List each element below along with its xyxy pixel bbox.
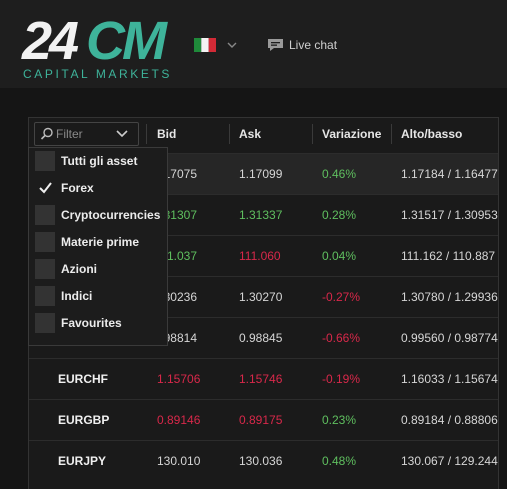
- quote-row[interactable]: EURCHF 1.15706 1.15746 -0.19% 1.16033 / 1.15…: [29, 358, 498, 400]
- range-cell: 130.067 / 129.244: [401, 454, 498, 468]
- change-cell: 0.46%: [322, 167, 357, 181]
- logo-letters[interactable]: CM: [86, 11, 167, 71]
- quote-row[interactable]: EURGBP 0.89146 0.89175 0.23% 0.89184 / 0.888…: [29, 399, 498, 441]
- header: 24 CM CAPITAL MARKETS Live chat: [0, 0, 507, 88]
- quote-row[interactable]: 98814 0.98845 -0.66% 0.99560 / 0.98774: [29, 317, 498, 359]
- search-icon: [40, 127, 53, 140]
- column-separator: [391, 124, 392, 144]
- live-chat[interactable]: Live chat: [289, 38, 338, 52]
- checkbox[interactable]: [35, 178, 55, 198]
- range-cell: 111.162 / 110.887: [401, 249, 496, 263]
- language-selector[interactable]: [194, 38, 238, 53]
- checkbox[interactable]: [35, 259, 55, 279]
- ask-cell: 1.30270: [239, 290, 283, 304]
- filter-option[interactable]: Materie prime: [61, 235, 140, 249]
- checkbox[interactable]: [35, 313, 55, 333]
- quote-row[interactable]: EURJPY 130.010 130.036 0.48% 130.067 / 129.2…: [29, 440, 498, 482]
- range-cell: 0.89184 / 0.88806: [401, 413, 498, 427]
- column-header[interactable]: Alto/basso: [401, 127, 463, 141]
- checkbox[interactable]: [35, 205, 55, 225]
- change-cell: 0.04%: [322, 249, 357, 263]
- change-cell: 0.28%: [322, 208, 357, 222]
- symbol: EURCHF: [58, 372, 108, 386]
- ask-cell: 1.31337: [239, 208, 283, 222]
- check-mark: [39, 182, 52, 194]
- ask-cell: 130.036: [239, 454, 283, 468]
- bid-cell: 17075: [163, 167, 197, 181]
- logo-tagline: CAPITAL MARKETS: [23, 67, 173, 81]
- ask-cell: 111.060: [239, 249, 281, 263]
- bid-cell: 0.89146: [157, 413, 201, 427]
- range-cell: 1.31517 / 1.30953: [401, 208, 498, 222]
- filter-placeholder: Filter: [56, 127, 83, 141]
- filter-dropdown: Tutti gli asset Forex Cryptocurrencies Mate…: [28, 147, 168, 346]
- ask-cell: 0.98845: [239, 331, 283, 345]
- filter-option[interactable]: Indici: [61, 289, 93, 303]
- range-cell: 0.99560 / 0.98774: [401, 331, 498, 345]
- filter-option[interactable]: Tutti gli asset: [61, 154, 138, 168]
- filter-option[interactable]: Cryptocurrencies: [61, 208, 161, 222]
- range-cell: 1.30780 / 1.29936: [401, 290, 498, 304]
- quote-row[interactable]: 1.037 111.060 0.04% 111.162 / 110.887: [29, 235, 498, 277]
- column-separator: [146, 124, 147, 144]
- filter-option[interactable]: Azioni: [61, 262, 97, 276]
- bid-cell: 1.15706: [157, 372, 201, 386]
- ask-cell: 1.15746: [239, 372, 283, 386]
- change-cell: 0.23%: [322, 413, 357, 427]
- column-header[interactable]: Ask: [239, 127, 262, 141]
- change-cell: -0.66%: [322, 331, 361, 345]
- filter-chevron: [116, 130, 128, 138]
- range-cell: 1.16033 / 1.15674: [401, 372, 498, 386]
- filter-option[interactable]: Favourites: [61, 316, 122, 330]
- checkbox[interactable]: [35, 232, 55, 252]
- column-separator: [229, 124, 230, 144]
- bid-cell: 1.037: [166, 249, 197, 263]
- bid-cell: 98814: [163, 331, 197, 345]
- filter-option[interactable]: Forex: [61, 181, 94, 195]
- logo-number[interactable]: 24: [22, 11, 79, 71]
- quote-row[interactable]: 30236 1.30270 -0.27% 1.30780 / 1.29936: [29, 276, 498, 318]
- filter-box[interactable]: Filter: [34, 122, 139, 146]
- quote-row[interactable]: 31307 1.31337 0.28% 1.31517 / 1.30953: [29, 194, 498, 236]
- chat-icon[interactable]: [267, 38, 285, 53]
- column-separator: [312, 124, 313, 144]
- range-cell: 1.17184 / 1.16477: [401, 167, 498, 181]
- column-header[interactable]: Variazione: [322, 127, 382, 141]
- ask-cell: 0.89175: [239, 413, 283, 427]
- checkbox[interactable]: [35, 151, 55, 171]
- change-cell: -0.27%: [322, 290, 361, 304]
- symbol: EURGBP: [58, 413, 110, 427]
- change-cell: -0.19%: [322, 372, 361, 386]
- ask-cell: 1.17099: [239, 167, 283, 181]
- bid-cell: 30236: [163, 290, 197, 304]
- checkbox[interactable]: [35, 286, 55, 306]
- bid-cell: 31307: [163, 208, 197, 222]
- change-cell: 0.48%: [322, 454, 357, 468]
- symbol: EURJPY: [58, 454, 107, 468]
- column-header[interactable]: Bid: [157, 127, 177, 141]
- bid-cell: 130.010: [157, 454, 201, 468]
